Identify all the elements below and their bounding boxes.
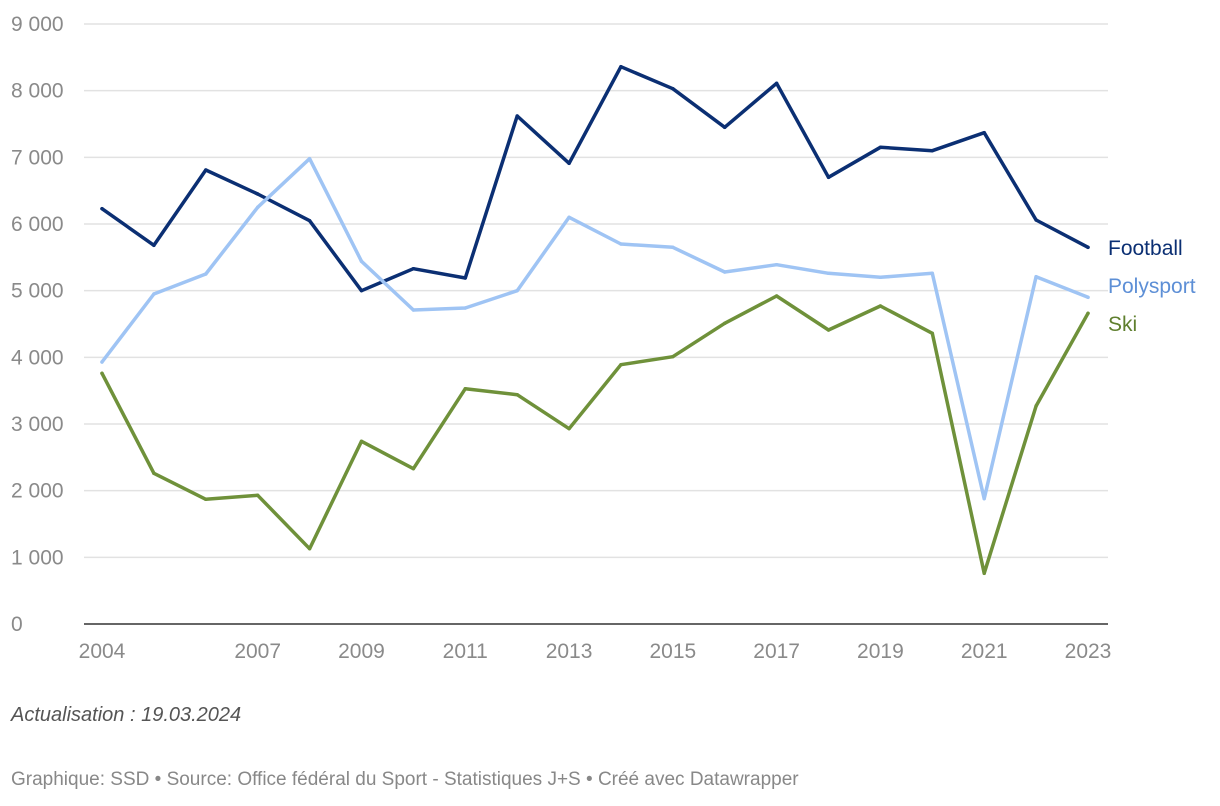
- data-point-polysport: [515, 288, 519, 293]
- x-tick-label: 2017: [753, 640, 800, 663]
- data-point-football: [255, 192, 260, 196]
- y-tick-label: 7 000: [11, 146, 64, 169]
- data-point-polysport: [307, 156, 312, 161]
- data-point-ski: [671, 354, 675, 359]
- data-point-football: [723, 125, 727, 130]
- data-point-polysport: [826, 271, 831, 276]
- data-point-ski: [1034, 404, 1038, 408]
- data-point-polysport: [619, 242, 623, 246]
- data-point-football: [100, 206, 104, 211]
- series-labels: Football Polysport Ski: [1108, 237, 1196, 336]
- x-tick-label: 2009: [338, 640, 385, 663]
- data-point-ski: [255, 493, 260, 498]
- series-label-football: Football: [1108, 237, 1183, 260]
- series-line-football: [100, 64, 1090, 293]
- data-point-football: [152, 243, 156, 248]
- data-point-football: [619, 64, 623, 69]
- data-point-ski: [307, 546, 312, 551]
- data-point-ski: [152, 471, 156, 476]
- data-point-ski: [204, 497, 208, 502]
- data-point-ski: [100, 371, 104, 376]
- series-line-polysport: [100, 156, 1090, 501]
- data-point-ski: [1086, 311, 1090, 316]
- data-point-polysport: [152, 292, 156, 296]
- data-point-polysport: [1086, 295, 1090, 300]
- data-point-ski: [982, 571, 986, 576]
- update-note: Actualisation : 19.03.2024: [11, 704, 242, 726]
- data-point-football: [515, 114, 519, 118]
- y-tick-label: 2 000: [11, 480, 64, 503]
- y-tick-label: 3 000: [11, 413, 64, 436]
- series-line-ski: [100, 294, 1090, 576]
- chart-svg: 0 1 000 2 000 3 000 4 000 5 000 6 000 7 000 8 00…: [11, 13, 1196, 663]
- data-point-polysport: [1034, 274, 1038, 279]
- data-point-football: [411, 266, 416, 271]
- data-point-ski: [774, 294, 779, 298]
- x-tick-label: 2021: [961, 640, 1008, 663]
- data-point-football: [359, 288, 364, 293]
- data-point-polysport: [671, 245, 675, 250]
- y-tick-label: 1 000: [11, 546, 64, 569]
- data-point-ski: [826, 328, 831, 332]
- x-tick-label: 2007: [234, 640, 281, 663]
- data-point-ski: [411, 466, 416, 471]
- y-tick-label: 8 000: [11, 80, 64, 103]
- data-point-football: [982, 130, 986, 135]
- y-tick-label: 0: [11, 613, 23, 636]
- x-tick-label: 2011: [443, 640, 488, 663]
- x-tick-label: 2023: [1065, 640, 1112, 663]
- data-point-polysport: [774, 262, 779, 267]
- y-tick-label: 9 000: [11, 13, 64, 36]
- data-point-football: [774, 81, 779, 86]
- data-point-polysport: [359, 259, 364, 264]
- data-point-ski: [723, 321, 727, 326]
- series-layer: [100, 64, 1090, 576]
- data-point-polysport: [930, 271, 935, 276]
- data-point-football: [1086, 245, 1090, 250]
- data-point-football: [671, 86, 675, 91]
- y-tick-label: 5 000: [11, 280, 64, 303]
- x-tick-label: 2013: [546, 640, 593, 663]
- data-point-ski: [619, 362, 623, 367]
- data-point-football: [930, 148, 935, 153]
- data-point-football: [878, 145, 883, 150]
- x-axis-ticks: 2004 2007 2009 2011 2013 2015 2017 2019 2021 2023: [79, 640, 1112, 663]
- data-point-ski: [463, 386, 467, 391]
- data-point-football: [463, 276, 467, 280]
- data-point-football: [567, 161, 571, 166]
- data-point-ski: [515, 392, 519, 397]
- data-point-polysport: [411, 308, 416, 312]
- data-point-polysport: [204, 272, 208, 276]
- x-tick-label: 2015: [649, 640, 696, 663]
- data-point-ski: [567, 426, 571, 431]
- data-point-ski: [878, 304, 883, 308]
- data-point-football: [1034, 218, 1038, 222]
- x-tick-label: 2004: [79, 640, 126, 663]
- x-tick-label: 2019: [857, 640, 904, 663]
- data-point-polysport: [878, 275, 883, 280]
- data-point-polysport: [723, 270, 727, 274]
- data-point-ski: [359, 439, 364, 444]
- y-tick-label: 6 000: [11, 213, 64, 236]
- data-point-polysport: [255, 205, 260, 210]
- data-point-football: [307, 218, 312, 223]
- data-point-ski: [930, 331, 935, 336]
- data-point-polysport: [567, 215, 571, 220]
- series-label-ski: Ski: [1108, 313, 1137, 336]
- series-label-polysport: Polysport: [1108, 275, 1196, 298]
- data-point-polysport: [463, 306, 467, 310]
- data-point-polysport: [100, 360, 104, 364]
- data-point-football: [826, 175, 831, 180]
- chart-footer: Graphique: SSD • Source: Office fédéral …: [11, 769, 799, 790]
- data-point-polysport: [982, 496, 986, 501]
- data-point-football: [204, 168, 208, 172]
- line-chart: 0 1 000 2 000 3 000 4 000 5 000 6 000 7 000 8 00…: [11, 13, 1196, 663]
- y-tick-label: 4 000: [11, 346, 64, 369]
